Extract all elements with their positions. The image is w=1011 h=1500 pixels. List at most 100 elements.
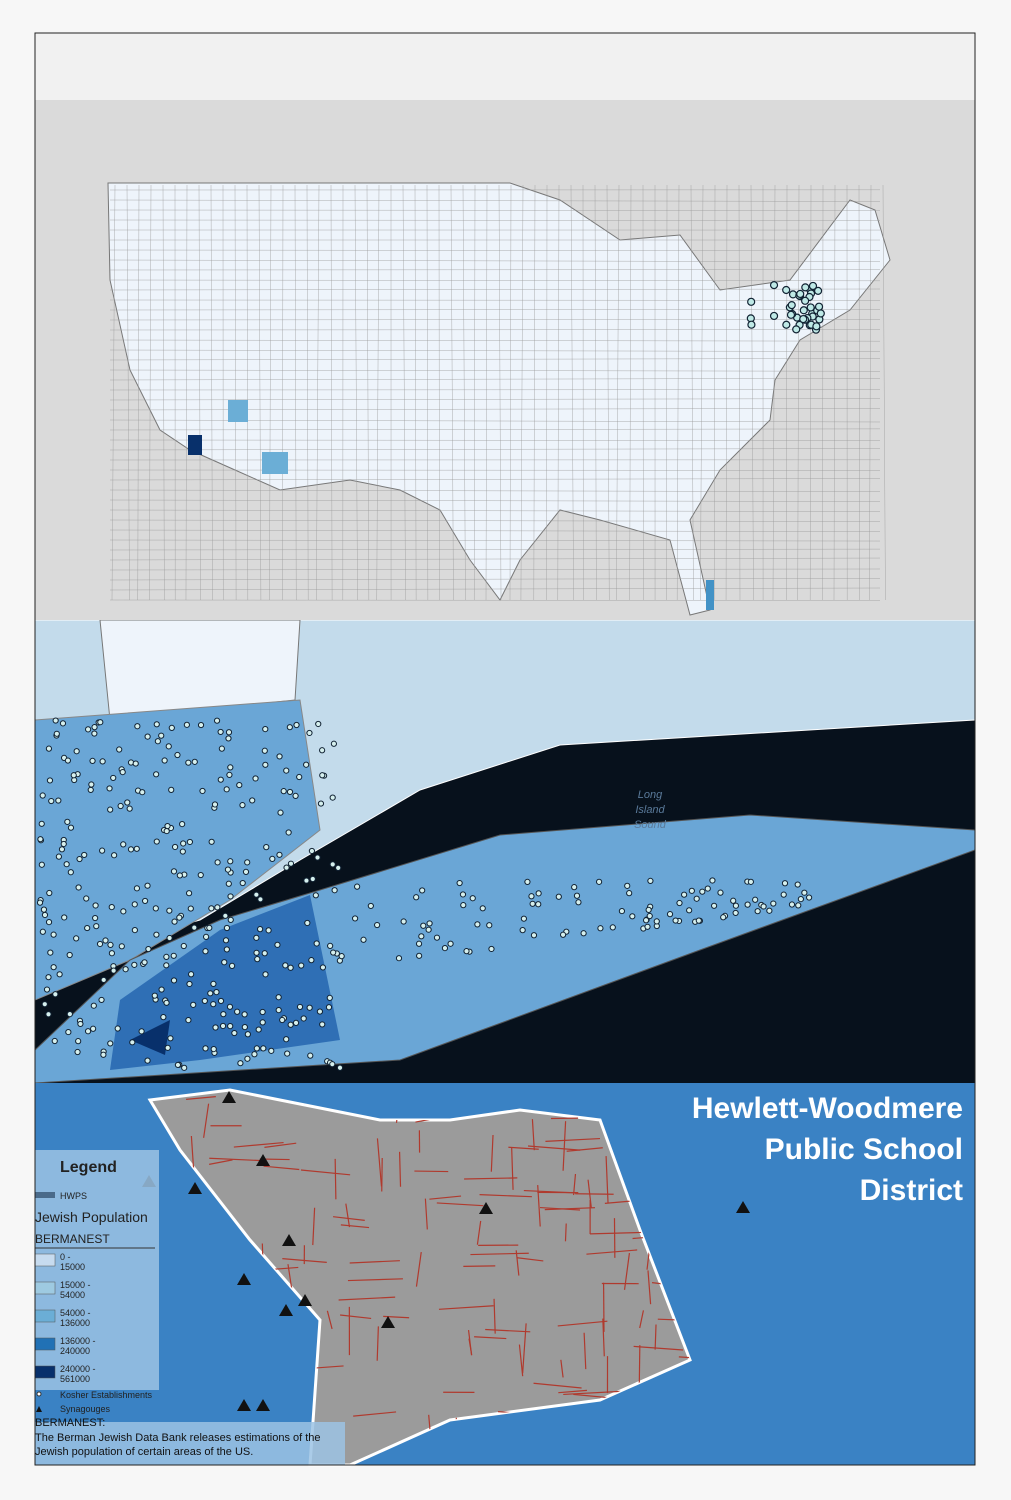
road	[572, 1173, 577, 1196]
county-line	[109, 499, 881, 502]
legend-group: Jewish Population	[35, 1209, 148, 1225]
kosher-point	[280, 788, 287, 795]
kosher-point	[786, 310, 796, 319]
kosher-point	[217, 997, 225, 1005]
road	[654, 1324, 657, 1350]
kosher-point	[153, 838, 160, 845]
kosher-point	[126, 805, 133, 812]
kosher-point	[210, 1001, 217, 1008]
kosher-point	[74, 1048, 81, 1056]
legend-synagogues: Synagouges	[60, 1404, 111, 1414]
kosher-point	[168, 786, 175, 793]
kosher-point	[646, 912, 653, 920]
county-line	[629, 184, 632, 601]
legend-triangle	[36, 1406, 42, 1412]
road	[334, 1158, 337, 1200]
district	[147, 1088, 692, 1467]
county-line	[109, 378, 881, 381]
county-line	[616, 184, 620, 601]
kosher-point	[769, 281, 779, 290]
legend-kosher: Kosher Establishments	[60, 1390, 153, 1400]
county-mid	[706, 580, 714, 610]
kosher-point	[124, 799, 131, 806]
kosher-point	[158, 732, 165, 739]
legend-class: 54000 -	[60, 1308, 91, 1318]
county-line	[109, 489, 881, 492]
kosher-point	[420, 922, 427, 929]
kosher-point	[171, 918, 178, 925]
road	[376, 1138, 383, 1187]
kosher-point	[84, 1028, 92, 1035]
kosher-point	[261, 747, 268, 754]
kosher-point	[66, 951, 73, 959]
kosher-point	[524, 878, 531, 885]
kosher-point	[286, 724, 293, 731]
kosher-point	[85, 726, 92, 733]
county-line	[109, 509, 881, 512]
kosher-point	[120, 841, 127, 848]
kosher-point	[210, 1045, 217, 1053]
kosher-point	[282, 962, 289, 969]
kosher-point	[801, 283, 810, 292]
kosher-point	[45, 918, 53, 926]
kosher-point	[253, 1045, 260, 1052]
county-mid	[262, 452, 288, 474]
road	[544, 1207, 596, 1211]
kosher-point	[131, 901, 138, 908]
county-line	[109, 439, 881, 441]
kosher-point	[374, 921, 381, 929]
kosher-point	[307, 1052, 314, 1059]
frame	[34, 32, 976, 1466]
kosher-point	[171, 843, 179, 851]
kosher-point	[263, 844, 270, 851]
kosher-point	[41, 911, 49, 919]
kosher-point	[274, 941, 281, 948]
kosher-point	[239, 879, 246, 887]
county-line	[137, 184, 140, 601]
kosher-point	[52, 991, 59, 998]
kosher-point	[81, 851, 88, 859]
kosher-point	[48, 797, 55, 805]
kosher-point	[528, 893, 535, 900]
kosher-point	[597, 925, 604, 932]
county-line	[738, 184, 741, 601]
kosher-point	[488, 945, 495, 953]
kosher-point	[782, 285, 791, 295]
kosher-point	[285, 829, 292, 836]
kosher-point	[808, 281, 818, 291]
kosher-point	[268, 1047, 275, 1054]
kosher-point	[214, 859, 221, 866]
kosher-point	[624, 882, 631, 889]
kosher-point	[38, 861, 45, 868]
county-line	[109, 349, 881, 352]
kosher-point	[55, 853, 62, 860]
synagogue	[256, 1399, 270, 1411]
kosher-point	[170, 952, 177, 959]
road	[398, 1151, 402, 1187]
kosher-point	[106, 785, 113, 792]
kosher-point	[752, 896, 759, 903]
kosher-point	[76, 855, 83, 863]
kosher-point	[218, 745, 225, 752]
kosher-point	[419, 887, 426, 894]
kosher-point	[165, 743, 172, 750]
kosher-point	[354, 883, 361, 890]
kosher-point	[335, 864, 342, 872]
kosher-point	[686, 907, 693, 914]
road	[263, 1165, 300, 1171]
kosher-point	[287, 1021, 294, 1028]
kosher-point	[319, 747, 326, 754]
sound-label: Long	[638, 789, 663, 801]
kosher-point	[329, 794, 336, 801]
road	[583, 1332, 587, 1370]
synagogue	[381, 1316, 395, 1328]
kosher-point	[319, 964, 327, 971]
kosher-point	[754, 908, 761, 915]
kosher-point	[90, 1025, 97, 1032]
kosher-point	[699, 888, 706, 895]
kosher-point	[231, 1029, 238, 1037]
kosher-point	[253, 934, 260, 941]
kosher-point	[87, 786, 94, 794]
kosher-point	[180, 942, 187, 950]
kosher-point	[447, 940, 454, 947]
